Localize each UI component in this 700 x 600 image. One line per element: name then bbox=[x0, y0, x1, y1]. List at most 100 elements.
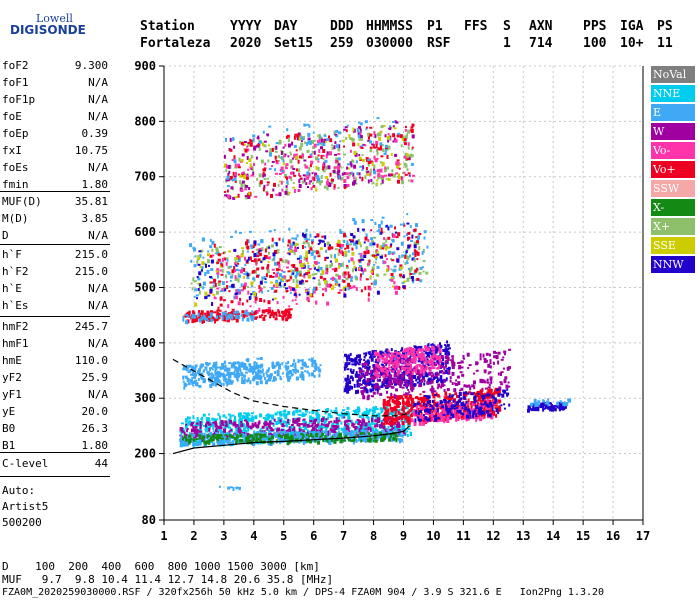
echo-dot bbox=[222, 299, 226, 302]
echo-dot bbox=[183, 434, 186, 438]
echo-dot bbox=[298, 434, 300, 438]
echo-dot bbox=[444, 351, 448, 356]
echo-dot bbox=[254, 367, 256, 370]
echo-dot bbox=[295, 376, 299, 381]
echo-dot bbox=[419, 345, 423, 349]
echo-dot bbox=[210, 441, 213, 444]
echo-dot bbox=[478, 407, 481, 410]
echo-dot bbox=[191, 421, 194, 424]
echo-dot bbox=[275, 273, 279, 278]
echo-dot bbox=[190, 423, 194, 427]
echo-dot bbox=[217, 253, 221, 257]
echo-dot bbox=[408, 375, 412, 379]
echo-dot bbox=[247, 419, 251, 422]
echo-dot bbox=[475, 361, 479, 366]
echo-dot bbox=[277, 268, 281, 271]
echo-dot bbox=[234, 415, 236, 420]
echo-dot bbox=[268, 434, 272, 439]
echo-dot bbox=[248, 296, 251, 301]
echo-dot bbox=[479, 411, 483, 416]
echo-dot bbox=[312, 369, 316, 372]
echo-dot bbox=[181, 430, 185, 433]
echo-dot bbox=[356, 431, 359, 435]
echo-dot bbox=[229, 419, 233, 424]
echo-dot bbox=[393, 400, 397, 405]
echo-dot bbox=[340, 427, 344, 431]
header-label: P1 bbox=[427, 19, 443, 34]
echo-dot bbox=[296, 246, 299, 249]
echo-dot bbox=[228, 374, 232, 379]
echo-dot bbox=[196, 276, 199, 278]
echo-dot bbox=[375, 366, 378, 371]
echo-dot bbox=[237, 437, 240, 442]
echo-dot bbox=[216, 428, 220, 432]
echo-dot bbox=[423, 350, 426, 353]
echo-dot bbox=[527, 408, 530, 413]
echo-dot bbox=[361, 258, 365, 261]
echo-dot bbox=[351, 439, 355, 442]
echo-dot bbox=[477, 415, 481, 418]
echo-dot bbox=[428, 371, 432, 376]
echo-dot bbox=[332, 425, 336, 428]
echo-dot bbox=[421, 378, 425, 381]
echo-dot bbox=[258, 420, 261, 425]
echo-dot bbox=[349, 352, 352, 356]
echo-dot bbox=[403, 223, 405, 226]
echo-dot bbox=[197, 277, 201, 281]
echo-dot bbox=[396, 371, 399, 376]
echo-dot bbox=[348, 239, 351, 241]
param-name: fmin bbox=[2, 178, 29, 191]
echo-dot bbox=[222, 379, 225, 382]
echo-dot bbox=[351, 276, 353, 280]
echo-dot bbox=[435, 414, 438, 418]
echo-dot bbox=[265, 255, 268, 259]
echo-dot bbox=[314, 273, 318, 275]
echo-dot bbox=[253, 240, 257, 245]
echo-dot bbox=[383, 430, 385, 434]
echo-dot bbox=[375, 382, 379, 385]
echo-dot bbox=[366, 359, 370, 362]
echo-dot bbox=[488, 413, 492, 418]
echo-dot bbox=[378, 354, 382, 359]
echo-dot bbox=[337, 252, 340, 256]
echo-dot bbox=[410, 418, 414, 421]
echo-dot bbox=[399, 438, 403, 443]
echo-dot bbox=[425, 403, 428, 407]
echo-dot bbox=[426, 344, 429, 347]
echo-dot bbox=[399, 415, 402, 418]
echo-dot bbox=[437, 349, 440, 352]
echo-dot bbox=[547, 398, 550, 401]
echo-dot bbox=[327, 413, 331, 417]
echo-dot bbox=[380, 438, 384, 442]
echo-dot bbox=[293, 365, 297, 368]
echo-dot bbox=[300, 267, 304, 270]
param-row: foF1 N/A bbox=[2, 76, 108, 93]
echo-dot bbox=[336, 423, 340, 427]
echo-dot bbox=[349, 286, 353, 289]
echo-dot bbox=[495, 355, 499, 360]
echo-dot bbox=[387, 422, 390, 425]
echo-dot bbox=[345, 434, 348, 437]
echo-dot bbox=[257, 434, 260, 438]
echo-dot bbox=[207, 294, 211, 297]
echo-dot bbox=[392, 356, 395, 360]
param-value: 44 bbox=[94, 457, 108, 470]
param-value: 35.81 bbox=[74, 195, 108, 208]
echo-dot bbox=[357, 373, 361, 378]
echo-dot bbox=[408, 275, 411, 280]
echo-dot bbox=[198, 432, 202, 435]
echo-dot bbox=[355, 374, 359, 378]
echo-dot bbox=[214, 423, 218, 428]
echo-dot bbox=[226, 285, 229, 289]
echo-dot bbox=[272, 361, 274, 366]
echo-dot bbox=[390, 257, 393, 260]
header-label: YYYY bbox=[230, 19, 262, 34]
echo-dot bbox=[302, 232, 304, 237]
echo-dot bbox=[447, 357, 450, 361]
echo-dot bbox=[344, 252, 348, 257]
echo-dot bbox=[212, 362, 216, 366]
echo-dot bbox=[392, 426, 395, 430]
echo-dot bbox=[193, 367, 197, 372]
echo-dot bbox=[439, 342, 441, 346]
echo-dot bbox=[267, 289, 270, 292]
